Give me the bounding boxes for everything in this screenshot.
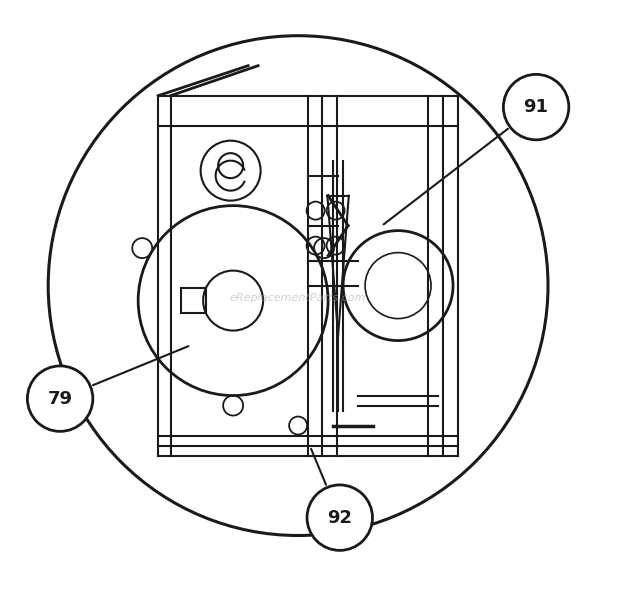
Text: 79: 79 xyxy=(48,390,73,408)
Text: 92: 92 xyxy=(327,509,352,527)
Text: 91: 91 xyxy=(524,98,549,116)
Text: eReplacementParts.com: eReplacementParts.com xyxy=(230,293,366,302)
Circle shape xyxy=(503,74,569,140)
Circle shape xyxy=(307,485,373,550)
Circle shape xyxy=(27,366,93,431)
